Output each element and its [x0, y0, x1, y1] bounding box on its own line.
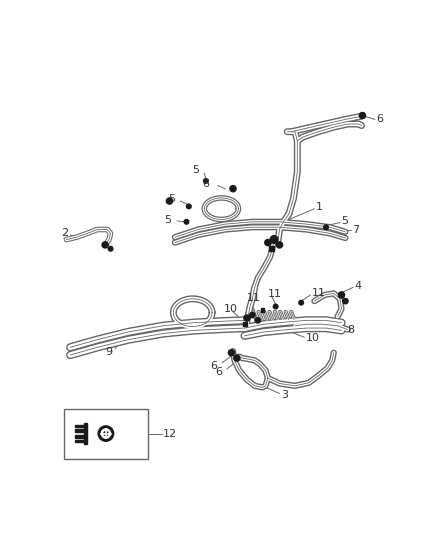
- Bar: [269, 246, 274, 251]
- Bar: [243, 322, 247, 326]
- Bar: [75, 429, 84, 432]
- Text: 7: 7: [352, 224, 360, 235]
- Circle shape: [166, 198, 173, 204]
- Circle shape: [102, 242, 108, 248]
- Circle shape: [299, 301, 304, 305]
- Bar: [75, 425, 84, 427]
- Text: 4: 4: [355, 281, 362, 290]
- Bar: [84, 423, 87, 445]
- Text: 2: 2: [61, 228, 68, 238]
- Circle shape: [250, 312, 255, 318]
- Circle shape: [184, 220, 189, 224]
- Text: 5: 5: [342, 216, 349, 226]
- Circle shape: [244, 315, 250, 321]
- Circle shape: [276, 242, 283, 248]
- Circle shape: [273, 304, 278, 309]
- Text: 3: 3: [281, 390, 288, 400]
- Circle shape: [104, 432, 108, 435]
- Circle shape: [101, 429, 110, 438]
- Text: 11: 11: [312, 288, 326, 298]
- Circle shape: [343, 298, 348, 304]
- Text: 6: 6: [211, 361, 218, 371]
- Circle shape: [324, 225, 328, 230]
- Circle shape: [204, 179, 208, 183]
- Text: 11: 11: [268, 289, 282, 299]
- Circle shape: [359, 112, 366, 119]
- Text: 10: 10: [306, 333, 320, 343]
- Circle shape: [265, 239, 271, 246]
- Circle shape: [98, 426, 113, 441]
- Circle shape: [230, 185, 236, 192]
- Circle shape: [108, 246, 113, 251]
- Circle shape: [255, 318, 261, 323]
- Text: 6: 6: [203, 179, 210, 189]
- Text: 1: 1: [316, 202, 323, 212]
- Bar: [75, 435, 84, 438]
- Bar: [75, 440, 84, 442]
- Text: 10: 10: [224, 304, 238, 314]
- Text: 6: 6: [376, 115, 383, 124]
- Text: 5: 5: [164, 215, 171, 225]
- Circle shape: [228, 350, 235, 356]
- Circle shape: [339, 292, 345, 298]
- Text: 11: 11: [247, 293, 261, 303]
- Bar: [261, 309, 265, 312]
- Text: 8: 8: [347, 325, 354, 335]
- Bar: [64, 409, 148, 459]
- Text: 12: 12: [163, 429, 177, 439]
- Circle shape: [270, 236, 278, 244]
- Text: 9: 9: [105, 347, 112, 357]
- Text: 5: 5: [192, 165, 199, 175]
- Text: 6: 6: [215, 367, 222, 377]
- Circle shape: [187, 204, 191, 209]
- Text: 5: 5: [168, 195, 175, 205]
- Circle shape: [234, 355, 240, 361]
